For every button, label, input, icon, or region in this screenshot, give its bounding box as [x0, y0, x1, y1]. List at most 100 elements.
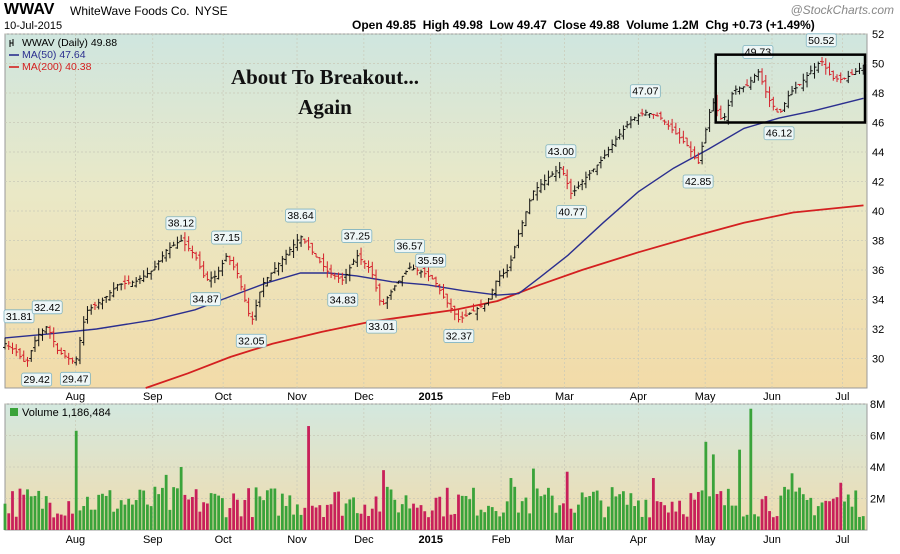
- price-label-text: 35.59: [418, 255, 444, 267]
- volume-bar: [607, 506, 610, 530]
- price-label-text: 32.05: [238, 335, 264, 347]
- volume-bar: [108, 490, 112, 530]
- volume-bar: [400, 504, 404, 530]
- price-label-text: 38.12: [168, 218, 194, 230]
- volume-bar: [490, 507, 494, 530]
- high-value: 49.98: [452, 18, 483, 32]
- price-label: 37.15: [211, 230, 243, 245]
- volume-bar: [753, 514, 756, 530]
- price-label: 38.12: [165, 216, 197, 231]
- price-label-box: [629, 84, 661, 99]
- volume-bar: [194, 489, 198, 530]
- volume-month-label: Jun: [763, 534, 781, 546]
- volume-bar: [209, 493, 213, 530]
- volume-month-label: Dec: [354, 534, 374, 546]
- volume-bar: [277, 515, 280, 530]
- volume-bar: [457, 494, 460, 530]
- volume-month-label: Nov: [287, 534, 307, 546]
- ma200-line: [145, 204, 864, 389]
- volume-bar: [123, 504, 127, 530]
- volume-bar: [247, 488, 251, 530]
- volume-bar: [18, 488, 22, 530]
- volume-bar: [3, 503, 7, 530]
- volume-bar: [146, 504, 149, 530]
- volume-bar: [22, 494, 26, 530]
- volume-bar: [610, 487, 614, 530]
- volume-bar: [52, 517, 56, 530]
- volume-bar: [74, 430, 78, 530]
- price-label-box: [190, 292, 221, 307]
- volume-bar: [254, 487, 258, 530]
- volume-bar: [633, 506, 637, 530]
- volume-month-label: Aug: [66, 534, 86, 546]
- volume-bar: [640, 516, 644, 530]
- volume-bar: [235, 499, 239, 530]
- volume-bar: [243, 500, 247, 530]
- volume-bar: [337, 491, 340, 530]
- price-label-text: 37.15: [214, 232, 240, 244]
- volume-bar: [621, 491, 625, 530]
- volume-bar: [588, 496, 592, 530]
- price-label: 31.81: [3, 309, 35, 324]
- volume-bar: [655, 501, 659, 530]
- volume-bar: [273, 488, 277, 530]
- price-label-box: [415, 253, 447, 268]
- month-label: Dec: [354, 391, 374, 403]
- volume-bar: [693, 499, 696, 530]
- volume-bar: [67, 501, 71, 530]
- volume-bar: [524, 497, 528, 530]
- volume-bar: [415, 507, 419, 530]
- volume-bar: [618, 494, 622, 530]
- volume-bar: [475, 515, 479, 530]
- volume-bar: [131, 504, 134, 530]
- volume-bar: [824, 500, 828, 530]
- volume-bar: [663, 505, 667, 530]
- volume-bar: [367, 515, 370, 530]
- consolidation-rect: [714, 53, 867, 124]
- volume-tick-label: 6M: [870, 431, 885, 443]
- price-tick-label: 38: [872, 236, 884, 248]
- price-label-box: [211, 230, 243, 245]
- volume-bar: [340, 515, 344, 530]
- volume-bar: [393, 499, 397, 530]
- volume-bar: [37, 490, 41, 530]
- volume-bar: [562, 503, 565, 530]
- price-label: 34.87: [190, 292, 221, 307]
- volume-bar: [726, 488, 730, 530]
- price-label-text: 36.57: [396, 241, 422, 253]
- volume-bar: [190, 496, 194, 530]
- volume-bar: [816, 506, 820, 530]
- price-label-box: [682, 174, 714, 189]
- volume-bar: [183, 494, 187, 530]
- volume-bar: [389, 489, 393, 530]
- price-label-box: [59, 371, 91, 386]
- volume-bar: [704, 441, 708, 530]
- volume-bar: [801, 494, 805, 530]
- price-label-text: 37.25: [344, 231, 370, 243]
- volume-bar: [854, 490, 858, 530]
- price-tick-label: 48: [872, 88, 884, 100]
- high-label: High: [422, 18, 450, 32]
- volume-bar: [329, 504, 333, 530]
- volume-bar: [127, 498, 131, 530]
- volume-bar: [685, 516, 689, 530]
- volume-bar: [768, 511, 771, 530]
- volume-bar: [116, 508, 119, 530]
- volume-bar: [370, 508, 374, 530]
- volume-bar: [805, 499, 809, 530]
- price-label-box: [327, 292, 359, 307]
- volume-bar: [423, 511, 427, 530]
- price-tick-label: 44: [872, 147, 884, 159]
- volume-bar: [397, 512, 400, 530]
- price-label-text: 43.00: [548, 146, 574, 158]
- volume-bar: [412, 503, 415, 530]
- volume-bar: [262, 500, 265, 530]
- volume-bar: [138, 489, 142, 530]
- volume-bar: [333, 492, 337, 530]
- volume-tick-label: 8M: [870, 399, 885, 411]
- volume-bar: [738, 449, 741, 530]
- volume-month-label: Sep: [143, 534, 163, 546]
- price-label: 46.12: [763, 126, 795, 141]
- volume-bar: [681, 514, 685, 530]
- volume-bar: [224, 517, 228, 530]
